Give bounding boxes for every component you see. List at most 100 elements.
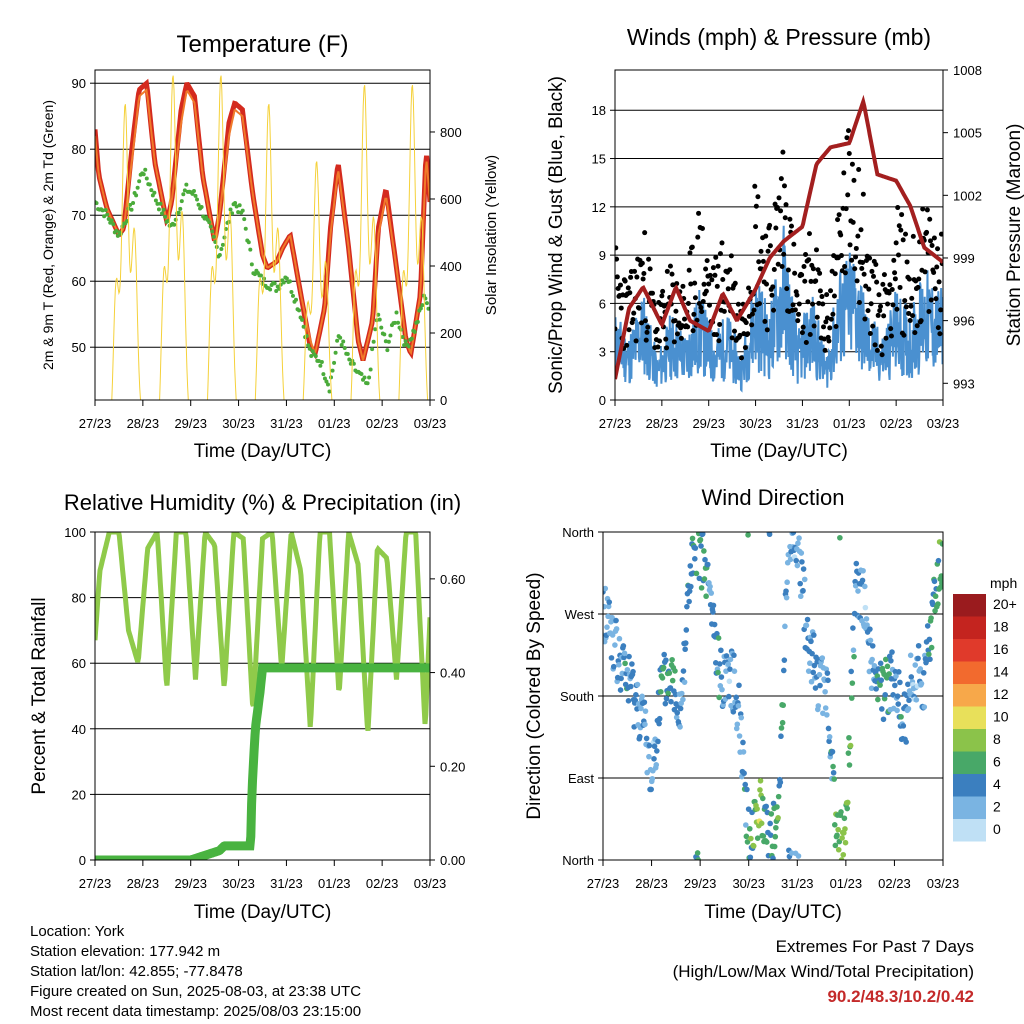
direction-point	[692, 556, 698, 562]
direction-point	[637, 733, 643, 740]
x-tick-label: 29/23	[174, 876, 207, 891]
y-tick-label: 80	[72, 142, 86, 157]
gust-point	[805, 299, 811, 305]
direction-point	[926, 636, 933, 643]
direction-point	[757, 777, 764, 784]
y-tick-label: North	[562, 525, 594, 540]
gust-point	[775, 261, 781, 267]
gust-point	[853, 254, 859, 260]
solar-series-line	[254, 104, 285, 400]
gust-point	[902, 298, 908, 304]
direction-point	[616, 635, 623, 642]
direction-point	[616, 661, 622, 668]
gust-point	[929, 242, 935, 248]
direction-point	[605, 603, 612, 610]
dewpoint-point	[156, 207, 161, 212]
gust-point	[814, 314, 820, 320]
direction-point	[688, 583, 694, 590]
dewpoint-point	[359, 371, 364, 376]
direction-point	[692, 545, 699, 551]
direction-point	[845, 799, 851, 806]
direction-point	[831, 776, 837, 782]
direction-point	[703, 593, 709, 600]
y-right-tick-label: 999	[953, 251, 975, 266]
direction-point	[797, 580, 803, 587]
direction-point	[639, 693, 645, 700]
gust-point	[842, 263, 848, 269]
x-tick-label: 31/23	[270, 416, 303, 431]
direction-point	[694, 850, 701, 856]
gust-point	[639, 320, 645, 326]
gust-point	[781, 251, 787, 257]
direction-point	[618, 675, 624, 682]
gust-point	[811, 323, 817, 329]
direction-point	[835, 846, 842, 853]
gust-point	[867, 255, 873, 261]
direction-point	[733, 725, 740, 732]
gust-point	[642, 318, 648, 324]
gust-point	[727, 267, 733, 273]
direction-point	[880, 716, 887, 723]
dewpoint-point	[128, 202, 133, 207]
colorbar: mph 20+ 18 16 14 12 10 8 6 4 2 0	[953, 575, 1017, 842]
gust-point	[628, 274, 634, 280]
direction-point	[778, 733, 784, 740]
gust-point	[661, 303, 667, 309]
gust-point	[894, 306, 900, 312]
dewpoint-point	[196, 202, 201, 207]
direction-point	[845, 750, 852, 756]
direction-point	[805, 668, 812, 674]
wind-series-line	[615, 225, 943, 393]
gust-point	[826, 338, 832, 344]
gust-point	[673, 308, 679, 314]
direction-point	[634, 681, 641, 688]
gust-point	[756, 301, 762, 307]
gust-point	[699, 309, 705, 315]
colorbar-label: 18	[993, 619, 1009, 635]
gust-point	[847, 242, 853, 248]
x-tick-label: 27/23	[79, 876, 112, 891]
dewpoint-point	[274, 289, 279, 294]
gust-point	[716, 338, 722, 344]
gust-point	[912, 330, 918, 336]
gust-point	[663, 336, 669, 342]
dewpoint-point	[236, 210, 241, 215]
gust-point	[692, 280, 698, 286]
dewpoint-point	[333, 350, 338, 355]
gust-point	[618, 305, 624, 311]
direction-point	[917, 666, 924, 672]
direction-point	[840, 851, 847, 858]
direction-point	[869, 643, 876, 649]
dewpoint-point	[249, 262, 254, 267]
direction-point	[655, 738, 661, 745]
gust-point	[886, 290, 892, 296]
direction-point	[830, 763, 836, 770]
dewpoint-point	[368, 367, 373, 372]
dewpoint-point	[222, 235, 227, 240]
gust-point	[888, 333, 894, 339]
direction-point	[731, 652, 737, 659]
direction-point	[711, 621, 718, 628]
dewpoint-point	[418, 306, 423, 311]
direction-point	[718, 647, 724, 654]
direction-point	[903, 739, 909, 745]
direction-point	[848, 668, 854, 675]
direction-point	[830, 769, 837, 776]
y-tick-label: 0	[599, 393, 606, 408]
gust-point	[615, 274, 620, 280]
direction-point	[687, 563, 694, 569]
gust-point	[813, 247, 819, 253]
gust-point	[910, 313, 916, 319]
gust-point	[893, 240, 899, 246]
dewpoint-point	[351, 361, 356, 366]
direction-point	[816, 671, 823, 678]
dewpoint-point	[420, 303, 425, 308]
solar-series-line	[350, 84, 381, 400]
gust-point	[877, 308, 883, 314]
gust-point	[642, 230, 648, 236]
direction-point	[617, 687, 624, 693]
dewpoint-point	[172, 222, 177, 227]
y-tick-label: East	[568, 771, 594, 786]
direction-point	[626, 653, 632, 660]
gust-point	[773, 225, 779, 231]
